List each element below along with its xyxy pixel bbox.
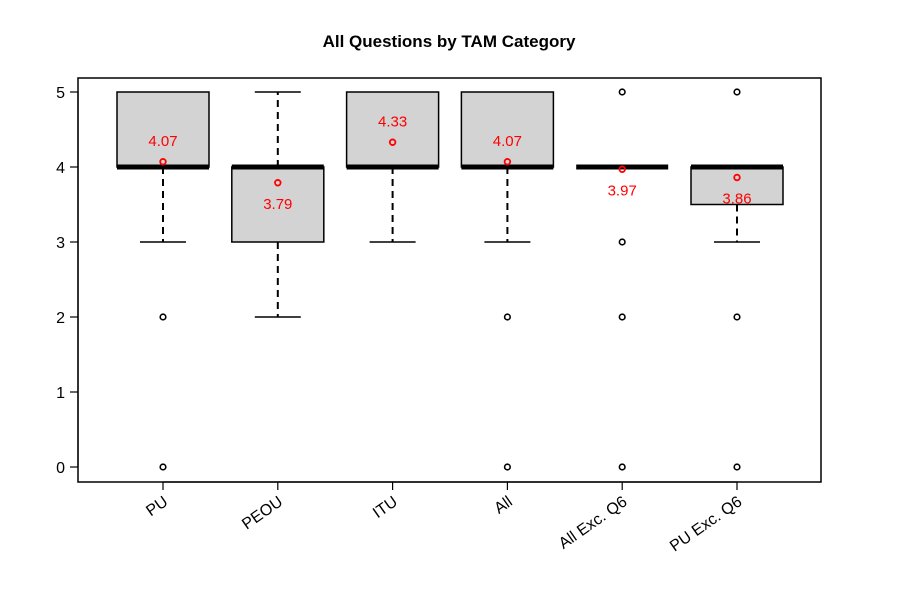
outlier-point [733,463,741,471]
mean-point [618,165,626,173]
x-axis: PU PEOU ITU All All Exc. Q6 PU Exc. Q6 [143,481,745,555]
iqr-box [116,91,210,168]
mean-label: 3.97 [608,182,637,199]
chart-title: All Questions by TAM Category [323,32,576,51]
x-tick-label: PU [143,493,171,520]
x-tick-label: All Exc. Q6 [556,493,631,552]
iqr-box [690,166,784,206]
box-pu: 4.07 [116,91,210,471]
mean-point [733,173,741,182]
y-tick-label: 2 [56,310,65,327]
iqr-box [460,91,555,168]
outlier-point [618,313,626,321]
mean-label: 4.33 [378,113,407,130]
outlier-point [733,88,741,96]
mean-point [274,179,282,187]
mean-point [159,158,167,166]
mean-label: 4.07 [148,133,177,150]
box-peou: 3.79 [231,91,325,318]
y-tick-label: 3 [56,235,65,252]
outlier-point [159,313,167,321]
mean-label: 3.79 [263,196,292,213]
outlier-point [618,463,626,471]
box-all: 4.07 [460,91,555,471]
box-all-exc-q6: 3.97 [576,88,669,471]
outlier-point [503,313,512,321]
outlier-point [733,313,741,321]
x-tick-label: PEOU [239,493,286,533]
outlier-point [503,463,512,471]
x-tick-label: PU Exc. Q6 [667,493,745,555]
box-pu-exc-q6: 3.86 [690,88,784,471]
y-tick-label: 5 [56,85,65,102]
mean-label: 4.07 [493,133,522,150]
x-tick-label: ITU [370,493,401,522]
y-axis: 0 1 2 3 4 5 [56,85,79,477]
mean-point [388,138,397,146]
outlier-point [618,88,626,96]
y-tick-label: 0 [56,460,65,477]
y-tick-label: 1 [56,385,65,402]
outlier-point [618,238,626,246]
mean-label: 3.86 [722,191,751,208]
boxes: 4.07 3.79 4.33 4.07 3.97 3.86 [116,88,784,471]
outlier-point [159,463,167,471]
y-tick-label: 4 [56,160,65,177]
box-itu: 4.33 [345,91,440,243]
x-tick-label: All [491,493,515,517]
mean-point [503,158,512,166]
